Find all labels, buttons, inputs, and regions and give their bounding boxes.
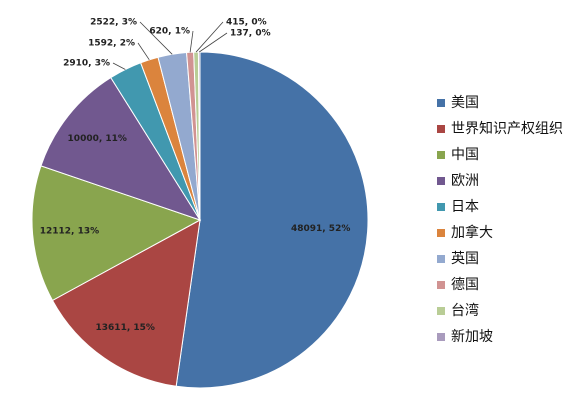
legend-label: 英国 — [451, 250, 479, 267]
value-label: 137, 0% — [230, 29, 271, 39]
legend-swatch — [437, 177, 445, 185]
pie-slice — [51, 219, 201, 387]
value-label: 2910, 3% — [63, 59, 110, 69]
legend-swatch — [437, 203, 445, 211]
value-label: 48091, 52% — [291, 224, 350, 234]
legend-swatch — [437, 333, 445, 341]
leader-line — [195, 21, 224, 53]
leader-line — [139, 21, 173, 55]
value-label: 620, 1% — [149, 27, 190, 37]
legend-label: 美国 — [451, 95, 479, 111]
pie-slice — [197, 51, 201, 221]
leader-line — [112, 62, 126, 70]
value-label: 12112, 13% — [40, 227, 99, 237]
legend-swatch — [437, 255, 445, 263]
pie-slice — [31, 165, 202, 302]
value-label: 2522, 3% — [90, 18, 137, 28]
legend-swatch — [437, 125, 445, 133]
value-label: 1592, 2% — [88, 39, 135, 49]
legend-label: 德国 — [451, 277, 479, 293]
legend-swatch — [437, 307, 445, 315]
pie-slice — [175, 51, 369, 389]
leader-line — [137, 42, 150, 61]
legend-label: 日本 — [451, 199, 479, 215]
legend-label: 台湾 — [451, 302, 479, 319]
pie-slice — [40, 76, 202, 221]
value-label: 10000, 11% — [68, 134, 127, 144]
legend-swatch — [437, 229, 445, 237]
value-label: 415, 0% — [226, 18, 267, 28]
legend-label: 中国 — [451, 147, 479, 163]
legend-label: 新加坡 — [451, 329, 493, 345]
legend-label: 世界知识产权组织 — [451, 120, 563, 137]
value-label: 13611, 15% — [96, 323, 155, 333]
legend-swatch — [437, 281, 445, 289]
legend-label: 欧洲 — [451, 173, 479, 189]
leader-line — [189, 30, 194, 53]
legend-label: 加拿大 — [451, 224, 493, 241]
leader-line — [198, 32, 228, 53]
legend-swatch — [437, 151, 445, 159]
legend-swatch — [437, 99, 445, 107]
